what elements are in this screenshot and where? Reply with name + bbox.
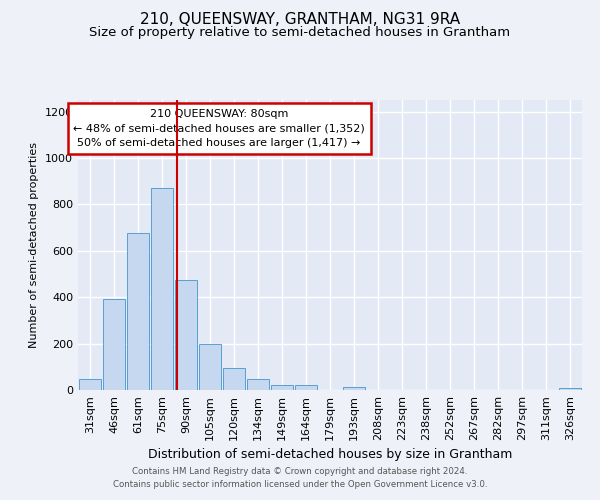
Text: 210 QUEENSWAY: 80sqm  
← 48% of semi-detached houses are smaller (1,352)
50% of : 210 QUEENSWAY: 80sqm ← 48% of semi-detac… [73, 108, 365, 148]
Bar [247, 379, 269, 390]
Bar [127, 232, 149, 390]
Text: Contains HM Land Registry data © Crown copyright and database right 2024.: Contains HM Land Registry data © Crown c… [132, 467, 468, 476]
Text: 210, QUEENSWAY, GRANTHAM, NG31 9RA: 210, QUEENSWAY, GRANTHAM, NG31 9RA [140, 12, 460, 28]
Bar [559, 388, 581, 390]
Text: Size of property relative to semi-detached houses in Grantham: Size of property relative to semi-detach… [89, 26, 511, 39]
Bar [79, 379, 101, 390]
Bar [199, 344, 221, 390]
Bar [103, 299, 125, 390]
X-axis label: Distribution of semi-detached houses by size in Grantham: Distribution of semi-detached houses by … [148, 448, 512, 462]
Bar [151, 188, 173, 390]
Y-axis label: Number of semi-detached properties: Number of semi-detached properties [29, 142, 40, 348]
Bar [271, 386, 293, 390]
Bar [343, 386, 365, 390]
Text: Contains public sector information licensed under the Open Government Licence v3: Contains public sector information licen… [113, 480, 487, 489]
Bar [175, 280, 197, 390]
Bar [223, 368, 245, 390]
Bar [295, 386, 317, 390]
